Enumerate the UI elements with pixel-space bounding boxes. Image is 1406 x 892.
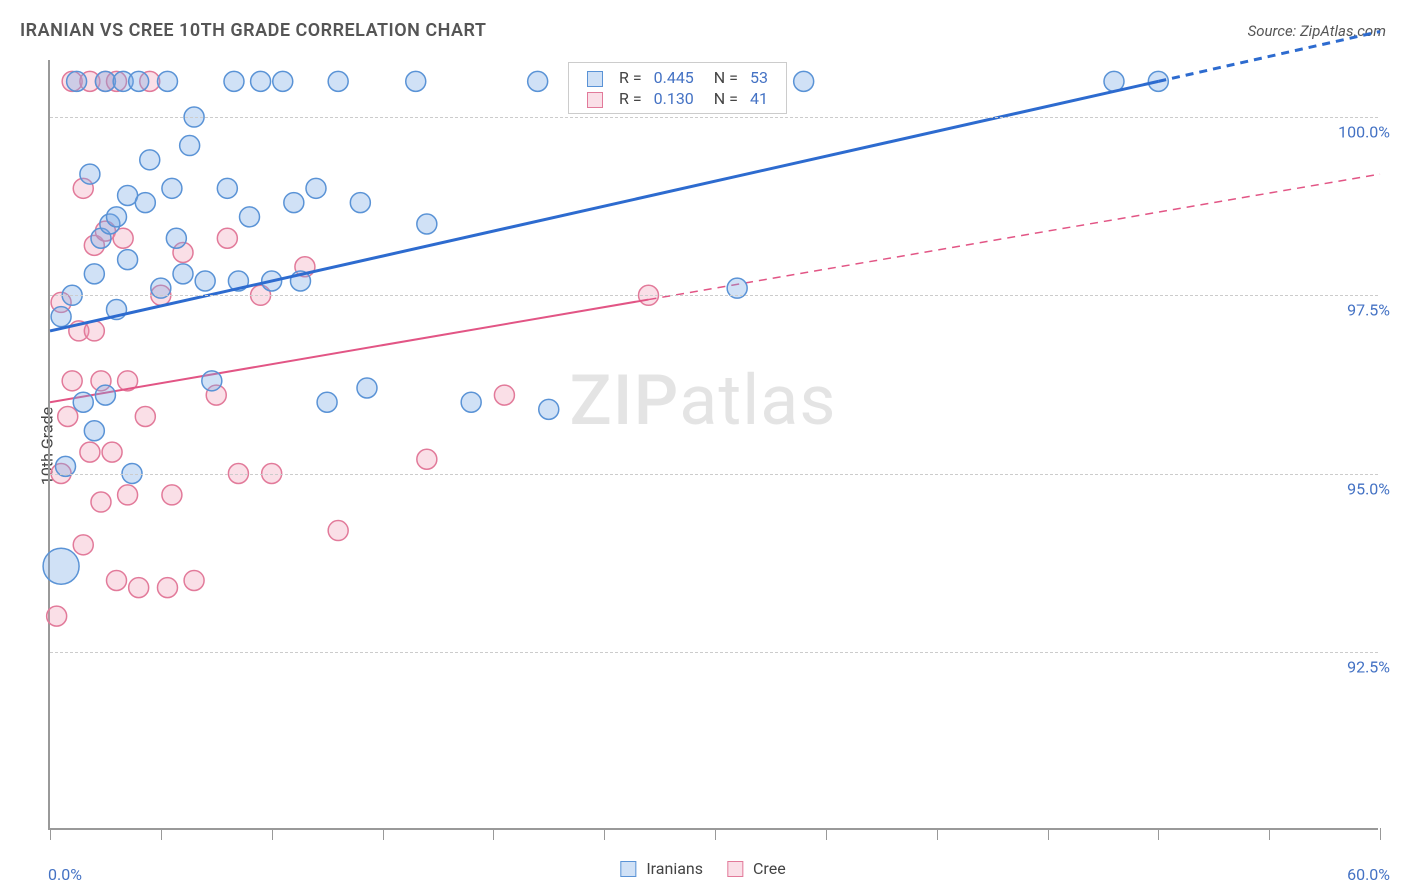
point-iranians <box>417 214 437 234</box>
point-cree <box>58 406 78 426</box>
y-tick-label: 97.5% <box>1347 301 1390 320</box>
point-iranians <box>84 264 104 284</box>
x-tick <box>383 828 384 840</box>
point-iranians <box>461 392 481 412</box>
point-iranians <box>539 399 559 419</box>
gridline <box>50 652 1378 653</box>
bottom-legend: Iranians Cree <box>620 859 785 878</box>
point-iranians <box>118 250 138 270</box>
point-iranians <box>240 207 260 227</box>
x-tick <box>604 828 605 840</box>
point-cree <box>157 578 177 598</box>
point-iranians <box>528 71 548 91</box>
point-iranians <box>224 71 244 91</box>
point-iranians <box>328 71 348 91</box>
point-iranians <box>157 71 177 91</box>
point-iranians <box>357 378 377 398</box>
point-cree <box>107 570 127 590</box>
x-tick <box>50 828 51 840</box>
point-iranians <box>67 71 87 91</box>
gridline <box>50 295 1378 296</box>
point-iranians <box>284 193 304 213</box>
x-tick <box>937 828 938 840</box>
point-iranians <box>107 207 127 227</box>
point-cree <box>417 449 437 469</box>
point-cree <box>217 228 237 248</box>
trendline-iranians <box>50 81 1158 331</box>
point-iranians <box>129 71 149 91</box>
point-iranians <box>217 178 237 198</box>
point-iranians <box>135 193 155 213</box>
point-iranians <box>251 71 271 91</box>
gridline <box>50 117 1378 118</box>
point-cree <box>129 578 149 598</box>
point-iranians <box>794 71 814 91</box>
point-iranians <box>195 271 215 291</box>
point-iranians <box>317 392 337 412</box>
legend-box: R =0.445N =53R =0.130N =41 <box>568 62 787 114</box>
y-tick-label: 100.0% <box>1338 123 1390 142</box>
source-label: Source: ZipAtlas.com <box>1248 22 1386 40</box>
point-cree <box>47 606 67 626</box>
point-iranians <box>43 548 79 584</box>
x-tick <box>1048 828 1049 840</box>
point-cree <box>73 535 93 555</box>
x-tick <box>1269 828 1270 840</box>
point-cree <box>118 485 138 505</box>
gridline <box>50 474 1378 475</box>
point-iranians <box>202 371 222 391</box>
point-iranians <box>140 150 160 170</box>
point-cree <box>162 485 182 505</box>
point-iranians <box>51 307 71 327</box>
point-iranians <box>273 71 293 91</box>
point-iranians <box>162 178 182 198</box>
point-iranians <box>84 421 104 441</box>
x-tick <box>715 828 716 840</box>
point-iranians <box>180 136 200 156</box>
x-tick-label: 60.0% <box>1347 865 1390 884</box>
swatch-cree <box>727 861 743 877</box>
y-tick-label: 92.5% <box>1347 657 1390 676</box>
swatch-iranians <box>620 861 636 877</box>
point-iranians <box>166 228 186 248</box>
legend-item-iranians: Iranians <box>620 859 703 878</box>
legend-item-cree: Cree <box>727 859 786 878</box>
y-tick-label: 95.0% <box>1347 479 1390 498</box>
trendline-cree <box>50 300 649 403</box>
x-tick <box>493 828 494 840</box>
x-tick <box>826 828 827 840</box>
point-iranians <box>406 71 426 91</box>
legend-label-cree: Cree <box>753 859 786 878</box>
point-iranians <box>95 385 115 405</box>
point-cree <box>102 442 122 462</box>
plot-area <box>48 60 1378 830</box>
x-tick <box>272 828 273 840</box>
trendline-dashed-cree <box>649 174 1381 299</box>
point-cree <box>91 492 111 512</box>
point-iranians <box>73 392 93 412</box>
point-iranians <box>350 193 370 213</box>
point-cree <box>62 371 82 391</box>
point-cree <box>135 406 155 426</box>
x-tick <box>1380 828 1381 840</box>
point-cree <box>494 385 514 405</box>
point-cree <box>184 570 204 590</box>
x-tick <box>161 828 162 840</box>
point-iranians <box>80 164 100 184</box>
chart-title: IRANIAN VS CREE 10TH GRADE CORRELATION C… <box>20 20 486 41</box>
point-iranians <box>306 178 326 198</box>
point-cree <box>328 521 348 541</box>
chart-svg <box>50 60 1380 830</box>
x-tick <box>1158 828 1159 840</box>
point-cree <box>80 442 100 462</box>
legend-label-iranians: Iranians <box>646 859 703 878</box>
x-tick-label: 0.0% <box>48 865 82 884</box>
point-iranians <box>173 264 193 284</box>
